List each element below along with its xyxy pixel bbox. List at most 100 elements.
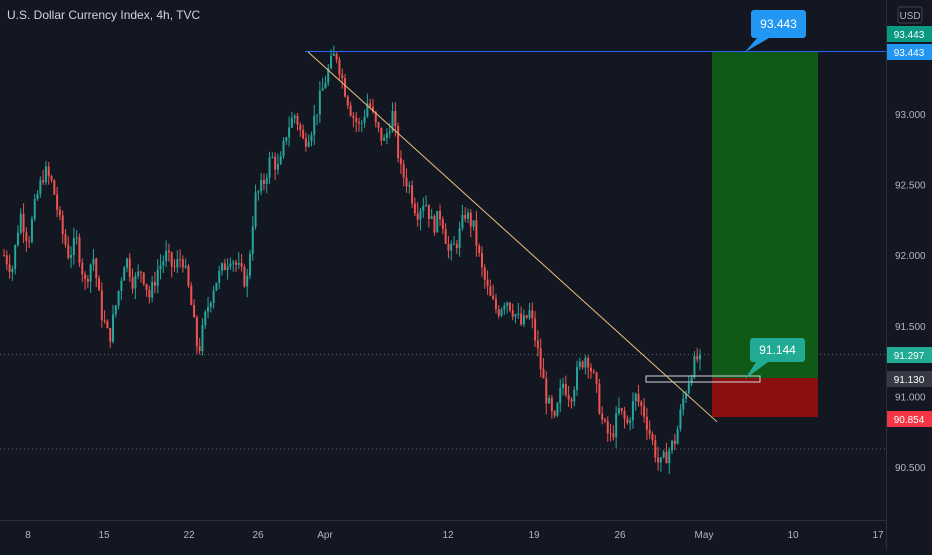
- candle-body: [151, 282, 154, 298]
- candle-body: [388, 131, 391, 134]
- candle-body: [221, 263, 224, 271]
- candle-body: [475, 220, 478, 246]
- candle-body: [450, 243, 453, 251]
- candle-body: [626, 418, 629, 423]
- candle-body: [397, 126, 400, 159]
- candle-body: [352, 115, 355, 118]
- x-tick-label: 26: [252, 530, 264, 541]
- candle-body: [218, 270, 221, 283]
- candle-body: [612, 433, 615, 438]
- candle-body: [503, 305, 506, 310]
- candle-body: [458, 228, 461, 249]
- candle-body: [520, 313, 523, 325]
- candle-body: [212, 290, 215, 303]
- candle-body: [246, 275, 249, 287]
- candle-body: [567, 395, 570, 400]
- target-tag-green: [887, 26, 932, 42]
- candle-body: [377, 122, 380, 128]
- candle-body: [47, 166, 50, 177]
- candle-body: [167, 250, 170, 253]
- candle-body: [112, 314, 115, 342]
- candle-body: [436, 210, 439, 233]
- candle-body: [601, 413, 604, 420]
- candle-body: [581, 361, 584, 368]
- candle-body: [556, 403, 559, 416]
- candle-body: [363, 116, 366, 123]
- candle-body: [198, 346, 201, 352]
- candle-body: [648, 429, 651, 435]
- candle-body: [346, 96, 349, 106]
- candle-body: [84, 274, 87, 279]
- candle-body: [559, 387, 562, 404]
- candle-body: [589, 367, 592, 372]
- entry-callout: [750, 338, 805, 362]
- current-price-tag: [887, 347, 932, 363]
- candle-body: [293, 115, 296, 119]
- candle-body: [562, 383, 565, 388]
- candle-body: [201, 325, 204, 352]
- candle-body: [439, 210, 442, 220]
- candle-body: [486, 279, 489, 287]
- candle-body: [58, 209, 61, 216]
- y-tick-label: 92.500: [895, 181, 926, 192]
- candle-body: [237, 262, 240, 265]
- candle-body: [159, 265, 162, 270]
- candle-body: [480, 252, 483, 268]
- candle-body: [318, 90, 321, 115]
- candle-body: [447, 243, 450, 251]
- candle-body: [536, 340, 539, 349]
- target-callout-pointer: [745, 38, 769, 52]
- candle-body: [514, 314, 517, 317]
- candle-body: [296, 115, 299, 125]
- target-callout-text: 93.443: [760, 17, 797, 31]
- candle-body: [640, 401, 643, 406]
- x-tick-label: May: [695, 530, 714, 541]
- candle-body: [103, 320, 106, 322]
- candle-body: [8, 264, 11, 273]
- candle-body: [472, 220, 475, 227]
- candle-body: [416, 213, 419, 220]
- candle-body: [399, 158, 402, 165]
- candle-body: [120, 280, 123, 291]
- candle-body: [307, 141, 310, 147]
- candle-body: [441, 219, 444, 229]
- candle-body: [355, 117, 358, 122]
- candle-body: [268, 157, 271, 178]
- candle-body: [190, 285, 193, 306]
- candle-body: [595, 372, 598, 384]
- candle-body: [148, 289, 151, 298]
- candle-body: [131, 277, 134, 289]
- candle-body: [276, 164, 279, 170]
- candle-body: [489, 286, 492, 296]
- candle-body: [128, 258, 131, 278]
- candle-body: [92, 258, 95, 265]
- candle-body: [517, 313, 520, 315]
- x-tick-label: 19: [528, 530, 540, 541]
- candle-body: [251, 226, 254, 254]
- candle-body: [81, 262, 84, 275]
- candle-body: [56, 194, 59, 210]
- candle-body: [349, 105, 352, 116]
- candle-body: [195, 317, 198, 347]
- candle-body: [570, 399, 573, 402]
- candle-body: [643, 405, 646, 417]
- candle-body: [522, 315, 525, 325]
- candles: [3, 45, 701, 474]
- candle-body: [427, 204, 430, 219]
- candle-body: [139, 271, 142, 273]
- x-tick-label: 26: [614, 530, 626, 541]
- candle-body: [360, 122, 363, 124]
- candle-body: [153, 282, 156, 286]
- candle-body: [576, 366, 579, 390]
- candle-body: [550, 398, 553, 412]
- candle-body: [36, 193, 39, 199]
- candle-body: [564, 383, 567, 396]
- x-tick-label: 12: [442, 530, 454, 541]
- candle-body: [506, 302, 509, 306]
- candle-body: [53, 180, 56, 195]
- candle-body: [248, 253, 251, 276]
- candle-body: [39, 180, 42, 194]
- candle-body: [357, 121, 360, 124]
